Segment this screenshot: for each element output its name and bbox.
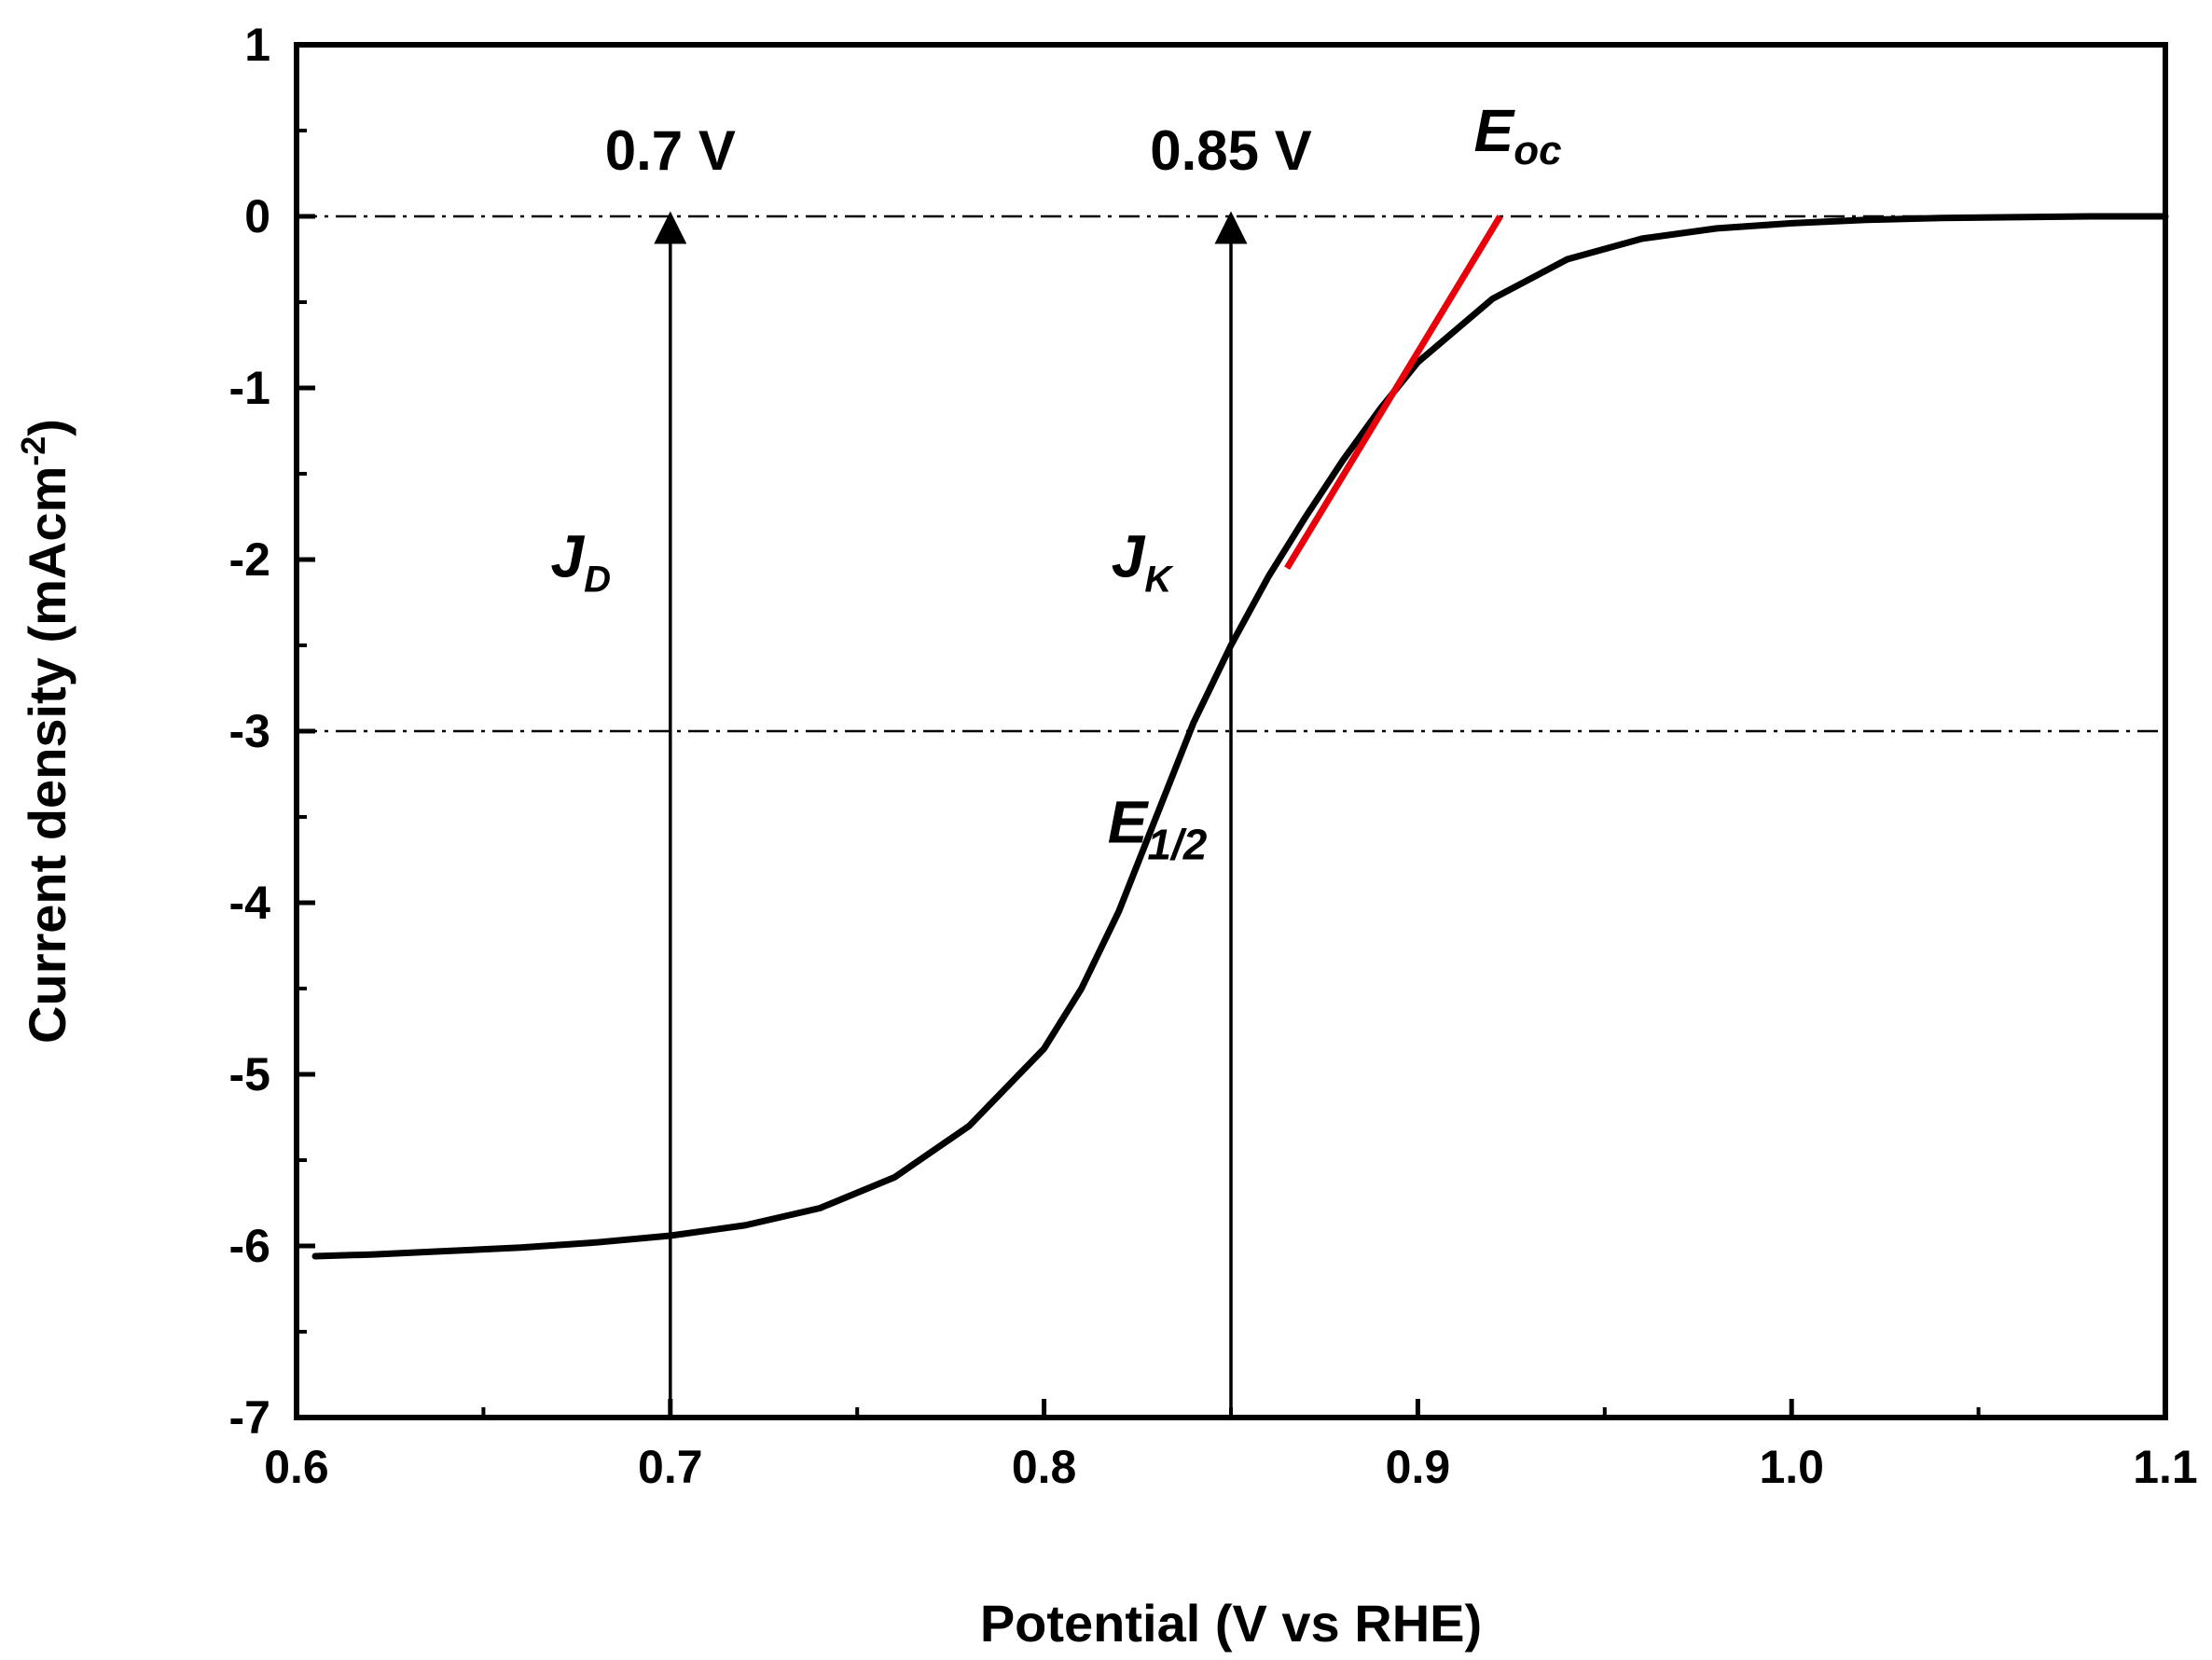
jd-label: JD bbox=[551, 522, 611, 600]
x-tick-label-3: 0.9 bbox=[1386, 1441, 1451, 1493]
jk-label: JK bbox=[1112, 522, 1175, 600]
jd-main: J bbox=[551, 522, 586, 589]
y-tick-label-7: -6 bbox=[229, 1220, 270, 1272]
eoc-main: E bbox=[1474, 97, 1516, 164]
jk-main: J bbox=[1112, 522, 1146, 589]
y-axis-title-superscript: -2 bbox=[14, 436, 52, 466]
y-tick-label-6: -5 bbox=[229, 1048, 270, 1100]
eoc-subscript: oc bbox=[1514, 128, 1561, 173]
x-tick-label-5: 1.1 bbox=[2133, 1441, 2198, 1493]
jk-subscript: K bbox=[1144, 559, 1174, 600]
jd-subscript: D bbox=[584, 559, 611, 600]
y-axis-title-main: Current density (mAcm bbox=[18, 466, 76, 1044]
y-tick-label-8: -7 bbox=[229, 1391, 270, 1444]
arrows bbox=[654, 211, 1248, 1418]
tick-labels: 0.6 0.7 0.8 0.9 1.0 1.1 1 0 -1 -2 -3 -4 -5 -6 -7 bbox=[229, 19, 2198, 1493]
arrow-label-0-7v: 0.7 V bbox=[605, 119, 736, 182]
y-tick-label-1: 0 bbox=[244, 190, 270, 242]
eoc-tangent-line bbox=[1284, 214, 1503, 571]
e-half-subscript: 1/2 bbox=[1147, 821, 1207, 869]
y-axis-title: Current density (mAcm-2) bbox=[14, 419, 76, 1044]
y-axis-title-close: ) bbox=[18, 419, 76, 436]
x-tick-label-4: 1.0 bbox=[1759, 1441, 1824, 1493]
reference-lines bbox=[297, 214, 2165, 733]
series bbox=[311, 213, 2169, 1260]
x-tick-label-1: 0.7 bbox=[638, 1441, 703, 1493]
y-tick-label-4: -3 bbox=[229, 705, 270, 757]
x-axis-title: Potential (V vs RHE) bbox=[980, 1594, 1482, 1653]
x-tick-label-0: 0.6 bbox=[264, 1441, 329, 1493]
ticks bbox=[294, 42, 2168, 1420]
y-tick-label-0: 1 bbox=[244, 19, 270, 71]
x-tick-label-2: 0.8 bbox=[1012, 1441, 1077, 1493]
y-tick-label-5: -4 bbox=[229, 877, 271, 929]
eoc-label: Eoc bbox=[1474, 97, 1562, 173]
e-half-main: E bbox=[1108, 789, 1150, 856]
e-half-label: E1/2 bbox=[1108, 789, 1208, 869]
y-tick-label-2: -1 bbox=[229, 362, 270, 414]
arrow-label-0-85v: 0.85 V bbox=[1150, 119, 1311, 182]
y-tick-label-3: -2 bbox=[229, 533, 270, 586]
series-line-0 bbox=[311, 213, 2169, 1260]
